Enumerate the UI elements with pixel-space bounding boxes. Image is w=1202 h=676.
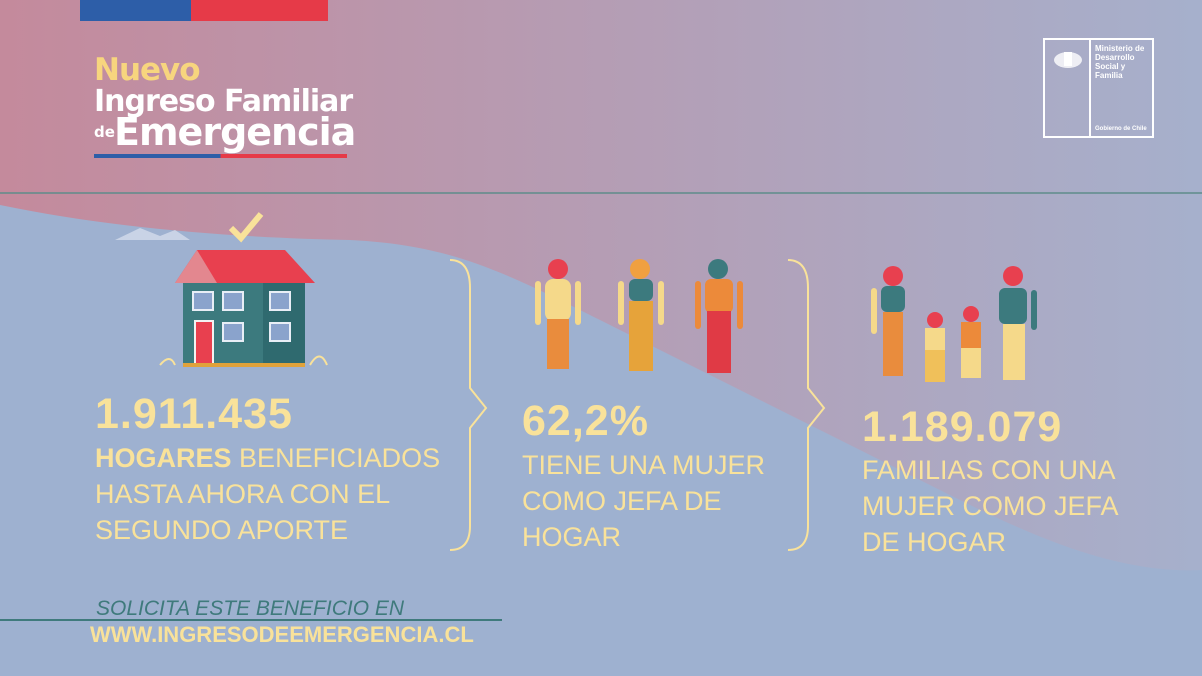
logo-de: de <box>94 123 115 141</box>
cta-text: SOLICITA ESTE BENEFICIO EN <box>96 597 405 620</box>
coat-of-arms-icon <box>1054 52 1082 68</box>
brace-divider-2 <box>787 259 826 551</box>
stat-households-value: 1.911.435 <box>95 390 293 438</box>
flag-blue-bar <box>80 0 191 21</box>
website-link[interactable]: WWW.INGRESODEEMERGENCIA.CL <box>90 622 474 647</box>
house-illustration <box>159 212 328 367</box>
government-label: Gobierno de Chile <box>1095 126 1147 132</box>
stat-households-label: HOGARES BENEFICIADOS HASTA AHORA CON EL … <box>95 440 455 548</box>
cta-underline <box>0 619 502 621</box>
checkmark-icon <box>228 212 264 243</box>
stat-households-text: BENEFICIADOS HASTA AHORA CON EL SEGUNDO … <box>95 443 441 545</box>
logo-emergencia: Emergencia <box>114 110 356 154</box>
logo-ingreso: Ingreso Familiar <box>94 84 353 119</box>
stat-women-percent-label: TIENE UNA MUJER COMO JEFA DE HOGAR <box>522 450 766 552</box>
flag-red-bar <box>191 0 328 21</box>
brace-divider-1 <box>449 259 488 551</box>
stat-households-highlight: HOGARES <box>95 443 232 473</box>
stat-families-value: 1.189.079 <box>862 403 1063 451</box>
stat-families-label: FAMILIAS CON UNA MUJER COMO JEFA DE HOGA… <box>862 455 1118 557</box>
stat-women-percent-value: 62,2% <box>522 397 649 445</box>
family-illustration <box>871 266 1037 382</box>
women-illustration <box>535 259 743 373</box>
ministry-logo: Ministerio de Desarrollo Social y Famili… <box>1043 38 1154 138</box>
logo-nuevo: Nuevo <box>94 52 201 88</box>
logo-flag-underline <box>94 154 347 158</box>
ministry-name: Ministerio de Desarrollo Social y Famili… <box>1095 44 1145 80</box>
